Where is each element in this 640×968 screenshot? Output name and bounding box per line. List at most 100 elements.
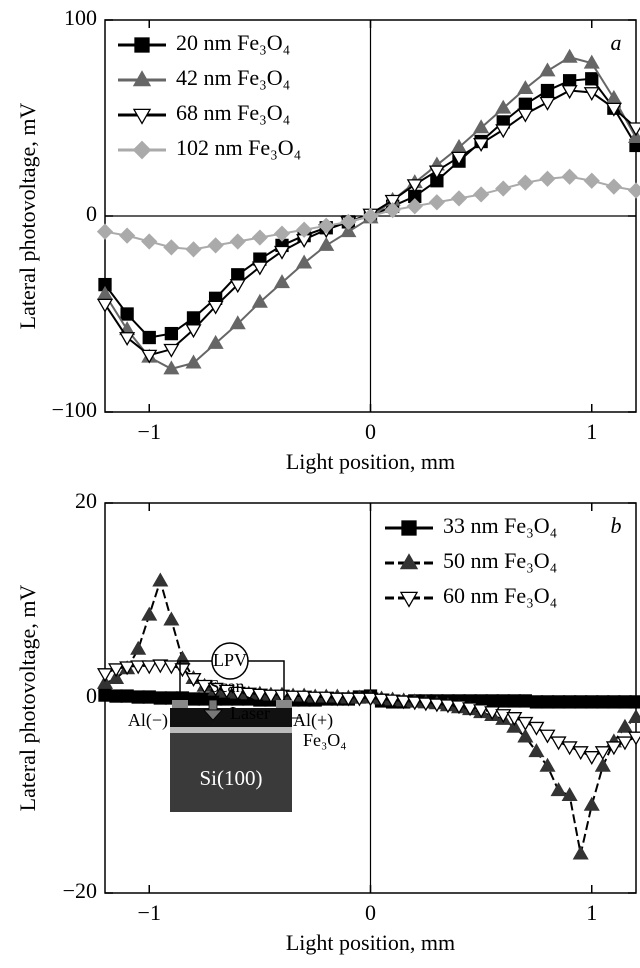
- marker: [131, 690, 145, 704]
- inset-label: Laser: [230, 703, 270, 723]
- marker: [96, 298, 114, 313]
- marker: [231, 268, 245, 282]
- marker: [583, 54, 600, 69]
- marker: [141, 349, 158, 364]
- marker: [318, 691, 335, 706]
- marker: [98, 688, 112, 702]
- legend-label: 102 nm Fe₃O₄: [176, 135, 301, 160]
- legend-label: 33 nm Fe₃O₄: [443, 513, 557, 538]
- x-tick-label: −1: [138, 419, 161, 444]
- marker: [585, 695, 599, 709]
- marker: [594, 757, 611, 772]
- marker: [574, 695, 588, 709]
- marker: [439, 699, 456, 714]
- marker: [318, 236, 335, 251]
- x-tick-label: 0: [365, 900, 376, 925]
- marker: [561, 741, 578, 756]
- x-axis-label: Light position, mm: [286, 930, 455, 955]
- marker: [561, 786, 578, 801]
- marker: [185, 673, 202, 688]
- marker: [495, 180, 512, 197]
- marker: [351, 692, 368, 707]
- marker: [296, 221, 313, 238]
- electrode-right: [276, 700, 292, 708]
- marker: [119, 332, 136, 347]
- wire-right: [248, 660, 285, 700]
- marker: [96, 674, 114, 689]
- marker: [207, 237, 224, 254]
- marker: [583, 87, 600, 102]
- film-layer: [170, 708, 292, 727]
- marker: [506, 718, 523, 733]
- marker: [539, 62, 556, 77]
- marker: [120, 307, 134, 321]
- marker: [251, 261, 268, 276]
- marker: [384, 194, 401, 209]
- marker: [627, 182, 640, 199]
- x-tick-label: 0: [365, 419, 376, 444]
- marker: [495, 124, 512, 139]
- marker: [251, 688, 268, 703]
- marker: [273, 689, 291, 704]
- marker: [108, 663, 125, 678]
- marker: [627, 122, 640, 137]
- marker: [517, 174, 534, 191]
- marker: [141, 660, 158, 675]
- marker: [585, 72, 599, 86]
- marker: [307, 691, 324, 706]
- marker: [152, 659, 169, 674]
- marker: [163, 239, 180, 256]
- marker: [406, 198, 423, 215]
- marker: [142, 330, 156, 345]
- marker: [96, 223, 114, 240]
- x-tick-label: 1: [586, 419, 597, 444]
- marker: [605, 89, 622, 104]
- y-axis-label: Lateral photovoltage, mV: [15, 585, 40, 812]
- inset: LPV Scan Laser Al(−) Al(+) Fe₃O₄ Si(100): [128, 642, 347, 812]
- marker: [616, 736, 633, 751]
- marker: [428, 698, 445, 713]
- scan-arrowhead: [247, 696, 256, 704]
- legend-label: 20 nm Fe₃O₄: [176, 30, 290, 55]
- marker: [141, 233, 158, 250]
- marker: [583, 751, 600, 766]
- legend-label: 68 nm Fe₃O₄: [176, 100, 290, 125]
- marker: [561, 168, 578, 185]
- marker: [517, 716, 534, 731]
- marker: [517, 108, 534, 123]
- marker: [273, 274, 291, 289]
- marker: [473, 119, 490, 134]
- marker: [218, 684, 235, 699]
- marker: [406, 179, 423, 194]
- marker: [152, 572, 169, 587]
- legend-label: 50 nm Fe₃O₄: [443, 548, 557, 573]
- marker: [529, 695, 544, 709]
- marker: [583, 172, 600, 189]
- legend-marker: [401, 520, 417, 536]
- marker: [518, 694, 533, 708]
- marker: [450, 190, 468, 207]
- marker: [108, 669, 125, 684]
- inset-label: Al(−): [128, 710, 168, 731]
- marker: [562, 74, 577, 88]
- marker: [251, 229, 268, 246]
- marker: [207, 682, 224, 697]
- marker: [362, 207, 379, 225]
- marker: [462, 702, 479, 717]
- marker: [141, 606, 158, 621]
- interface-layer: [170, 727, 292, 733]
- marker: [540, 695, 555, 709]
- marker: [572, 845, 589, 860]
- legend-marker: [132, 70, 152, 87]
- legend-marker: [134, 37, 150, 53]
- marker: [594, 746, 611, 761]
- marker: [561, 48, 578, 63]
- marker: [240, 687, 257, 702]
- marker: [450, 700, 468, 715]
- y-tick-label: 20: [75, 488, 97, 513]
- y-tick-label: 0: [86, 683, 97, 708]
- marker: [96, 668, 114, 683]
- x-tick-label: 1: [586, 900, 597, 925]
- marker: [262, 689, 279, 704]
- marker: [539, 170, 556, 187]
